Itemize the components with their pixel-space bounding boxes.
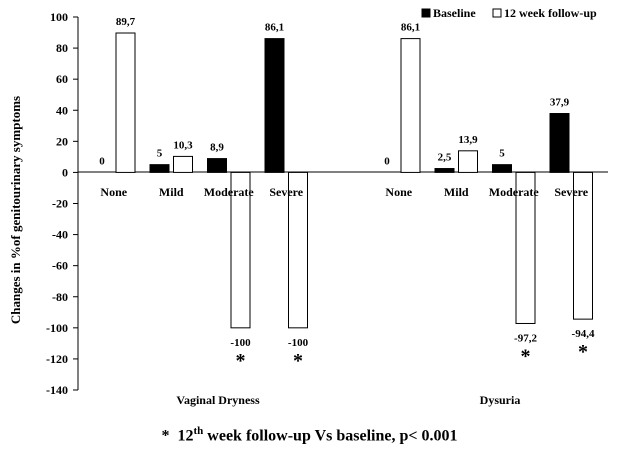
bar-followup xyxy=(174,156,193,172)
category-label: Severe xyxy=(554,185,588,199)
y-tick-label: -80 xyxy=(52,290,68,304)
y-axis-ticks: 100 80 60 40 20 0 -20 -40 -60 -80 -100 -120 -140 xyxy=(46,10,78,397)
category-label: Severe xyxy=(269,185,303,199)
group-label-dysuria: Dysuria xyxy=(480,393,521,407)
data-label: 37,9 xyxy=(550,97,570,109)
footnote-superscript: th xyxy=(194,425,204,437)
data-label: -94,4 xyxy=(572,328,595,340)
data-label: -100 xyxy=(288,337,309,349)
y-axis-title: Changes in %of genitourinary symptoms xyxy=(8,96,23,324)
y-tick-label: -20 xyxy=(52,197,68,211)
bar-baseline xyxy=(435,169,454,173)
bar-baseline xyxy=(150,165,169,173)
y-tick-label: 20 xyxy=(56,134,68,148)
y-tick-label: 40 xyxy=(56,103,68,117)
category-label: None xyxy=(100,185,127,199)
legend-label-followup: 12 week follow-up xyxy=(504,6,597,20)
data-label: 2,5 xyxy=(438,152,452,164)
data-label: 86,1 xyxy=(265,22,284,34)
data-label: 0 xyxy=(99,155,105,167)
significance-marker: * xyxy=(578,341,588,363)
bar-followup xyxy=(401,39,420,173)
data-label: -97,2 xyxy=(514,332,537,344)
y-tick-label: 100 xyxy=(50,10,68,24)
bar-baseline xyxy=(550,114,569,173)
category-label: Mild xyxy=(444,185,469,199)
chart: Changes in %of genitourinary symptoms 10… xyxy=(0,0,619,425)
data-label: -100 xyxy=(230,337,251,349)
significance-marker: * xyxy=(236,350,246,372)
data-label: 8,9 xyxy=(210,142,224,154)
data-label: 13,9 xyxy=(458,134,478,146)
bar-baseline xyxy=(493,165,512,173)
legend: Baseline 12 week follow-up xyxy=(422,6,597,20)
data-label: 5 xyxy=(157,148,163,160)
data-label: 89,7 xyxy=(116,16,136,28)
legend-swatch-baseline xyxy=(422,9,430,17)
footnote: * 12th week follow-up Vs baseline, p< 0.… xyxy=(0,425,619,445)
category-label: None xyxy=(385,185,412,199)
y-tick-label: -40 xyxy=(52,228,68,242)
y-tick-label: 0 xyxy=(62,165,68,179)
data-label: 5 xyxy=(499,148,505,160)
bar-followup xyxy=(116,33,135,172)
legend-label-baseline: Baseline xyxy=(433,6,476,20)
footnote-star: * xyxy=(162,427,170,444)
bars xyxy=(116,33,593,328)
group-label-vaginal-dryness: Vaginal Dryness xyxy=(176,393,260,407)
legend-swatch-followup xyxy=(493,9,501,17)
y-tick-label: -140 xyxy=(46,383,68,397)
data-label: 10,3 xyxy=(173,139,193,151)
significance-marker: * xyxy=(293,350,303,372)
category-label: Moderate xyxy=(204,185,255,199)
footnote-text: week follow-up Vs baseline, p< 0.001 xyxy=(207,427,457,444)
bar-baseline xyxy=(208,159,227,173)
y-tick-label: -60 xyxy=(52,259,68,273)
data-label: 86,1 xyxy=(401,22,420,34)
y-tick-label: -120 xyxy=(46,352,68,366)
category-label: Moderate xyxy=(489,185,540,199)
bar-baseline xyxy=(265,39,284,173)
footnote-week-number: 12 xyxy=(178,427,194,444)
bar-followup xyxy=(459,151,478,173)
category-label: Mild xyxy=(159,185,184,199)
y-tick-label: 60 xyxy=(56,72,68,86)
data-label: 0 xyxy=(384,155,390,167)
y-tick-label: 80 xyxy=(56,41,68,55)
y-tick-label: -100 xyxy=(46,321,68,335)
significance-marker: * xyxy=(521,345,531,367)
